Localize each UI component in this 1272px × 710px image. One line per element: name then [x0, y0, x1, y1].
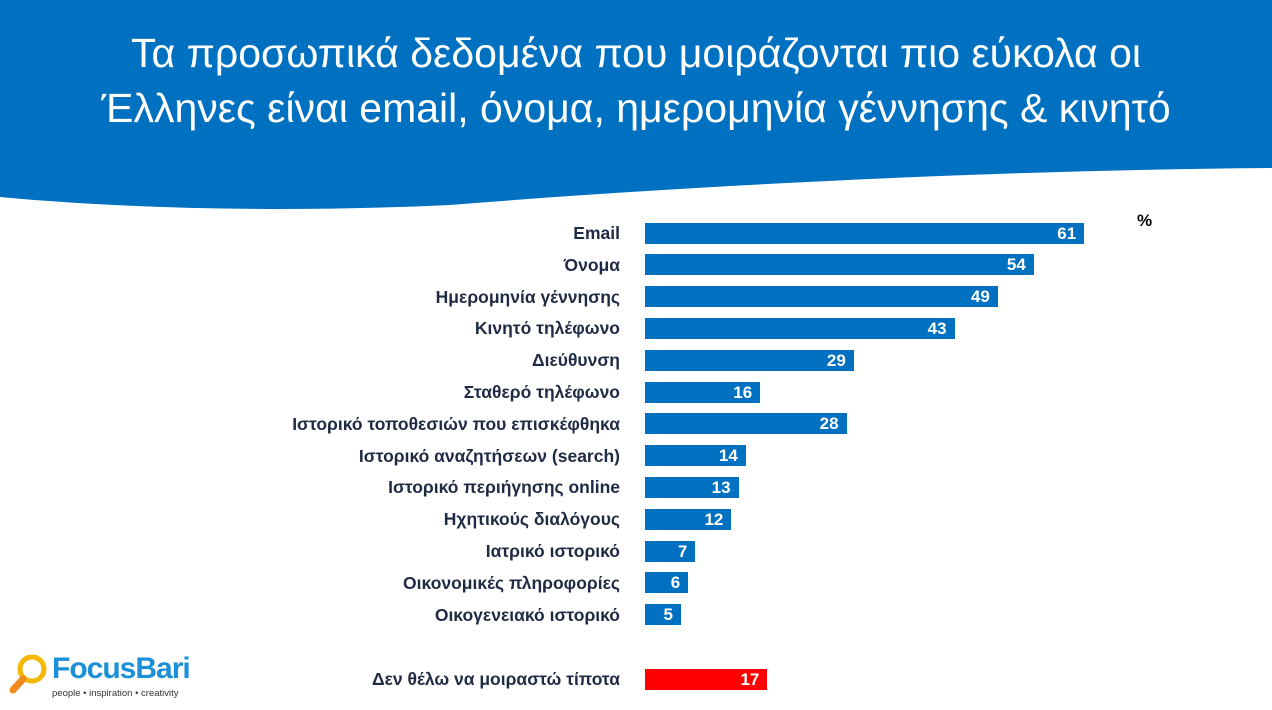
bar: [645, 445, 746, 467]
data-label: 17: [740, 669, 760, 689]
data-label: 13: [711, 477, 731, 497]
category-label: Κινητό τηλέφωνο: [474, 318, 620, 339]
bar: [645, 668, 768, 690]
data-label: 28: [819, 414, 839, 434]
focusbari-logo: FocusBari people • inspiration • creativ…: [8, 652, 191, 703]
category-label: Οικογενειακό ιστορικό: [434, 604, 620, 625]
bar: [645, 413, 847, 435]
bar: [645, 381, 761, 403]
bar: [645, 286, 998, 308]
data-label: 61: [1057, 223, 1077, 243]
category-label: Ιστορικό περιήγησης online: [388, 477, 620, 498]
bar: [645, 540, 696, 562]
category-label: Οικονομικές πληροφορίες: [403, 572, 620, 593]
bar: [645, 317, 955, 339]
bar: [645, 604, 681, 626]
bar: [645, 508, 732, 530]
magnifier-icon: [9, 654, 47, 694]
bar: [645, 349, 854, 371]
category-label: Ηχητικούς διαλόγους: [443, 509, 620, 530]
data-label: 7: [677, 541, 688, 561]
category-label: Ημερομηνία γέννησης: [435, 286, 620, 307]
data-label: 49: [970, 287, 990, 307]
data-label: 6: [670, 573, 681, 593]
category-label: Όνομα: [563, 254, 620, 275]
category-label: Σταθερό τηλέφωνο: [463, 382, 620, 402]
data-label: 29: [826, 350, 846, 370]
bar: [645, 222, 1085, 244]
category-label: Ιστορικό αναζητήσεων (search): [358, 445, 620, 466]
category-label: Ιατρικό ιστορικό: [485, 541, 620, 561]
title-line-1: Τα προσωπικά δεδομένα που μοιράζονται πι…: [130, 30, 1142, 76]
header-banner: [0, 0, 1272, 209]
bar: [645, 476, 739, 498]
category-label: Ιστορικό τοποθεσιών που επισκέφθηκα: [292, 413, 620, 434]
unit-label: %: [1137, 211, 1153, 230]
category-label: Δεν θέλω να μοιραστώ τίποτα: [372, 669, 620, 689]
category-label: Email: [573, 223, 620, 243]
data-label: 12: [704, 509, 724, 529]
bar: [645, 572, 689, 594]
logo-name: FocusBari: [52, 652, 191, 685]
category-label: Διεύθυνση: [532, 350, 620, 371]
data-label: 16: [733, 382, 753, 402]
logo-tagline: people • inspiration • creativity: [52, 688, 179, 699]
data-label: 43: [927, 318, 947, 338]
data-label: 5: [663, 605, 673, 625]
bar: [645, 254, 1034, 276]
data-label: 14: [718, 446, 738, 466]
title-line-2: Έλληνες είναι email, όνομα, ημερομηνία γ…: [101, 85, 1171, 131]
data-label: 54: [1006, 255, 1026, 275]
